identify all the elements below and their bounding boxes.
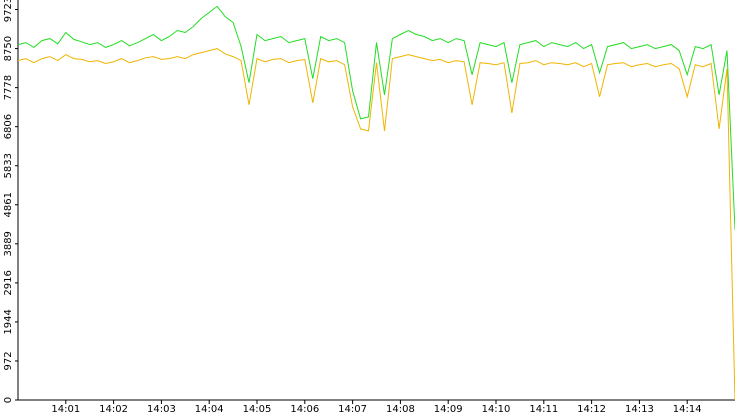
x-tick-label: 14:13 [625,404,654,415]
series-line [17,48,735,401]
x-tick-label: 14:14 [673,404,702,415]
y-tick-label: 3889 [3,231,14,256]
y-tick-label: 4861 [3,192,14,217]
x-tick-label: 14:04 [195,404,224,415]
y-tick-label: 972 [3,351,14,370]
y-tick-label: 5833 [3,153,14,178]
x-tick-label: 14:08 [386,404,415,415]
y-tick-label: 8750 [3,36,14,61]
y-tick-label: 1944 [3,309,14,334]
x-tick-label: 14:03 [147,404,176,415]
y-tick-label: 0 [3,397,14,403]
x-tick-label: 14:05 [243,404,272,415]
x-tick-label: 14:11 [529,404,558,415]
x-tick-label: 14:07 [338,404,367,415]
series-line [17,5,735,230]
y-tick-label: 9723 [3,0,14,22]
x-tick-label: 14:09 [434,404,463,415]
x-tick-label: 14:02 [99,404,128,415]
x-tick-label: 14:12 [577,404,606,415]
y-tick-label: 6806 [3,114,14,139]
x-tick-label: 14:10 [482,404,511,415]
y-tick-label: 2916 [3,270,14,295]
x-tick-label: 14:01 [51,404,80,415]
x-tick-label: 14:06 [290,404,319,415]
y-tick-label: 7778 [3,75,14,100]
